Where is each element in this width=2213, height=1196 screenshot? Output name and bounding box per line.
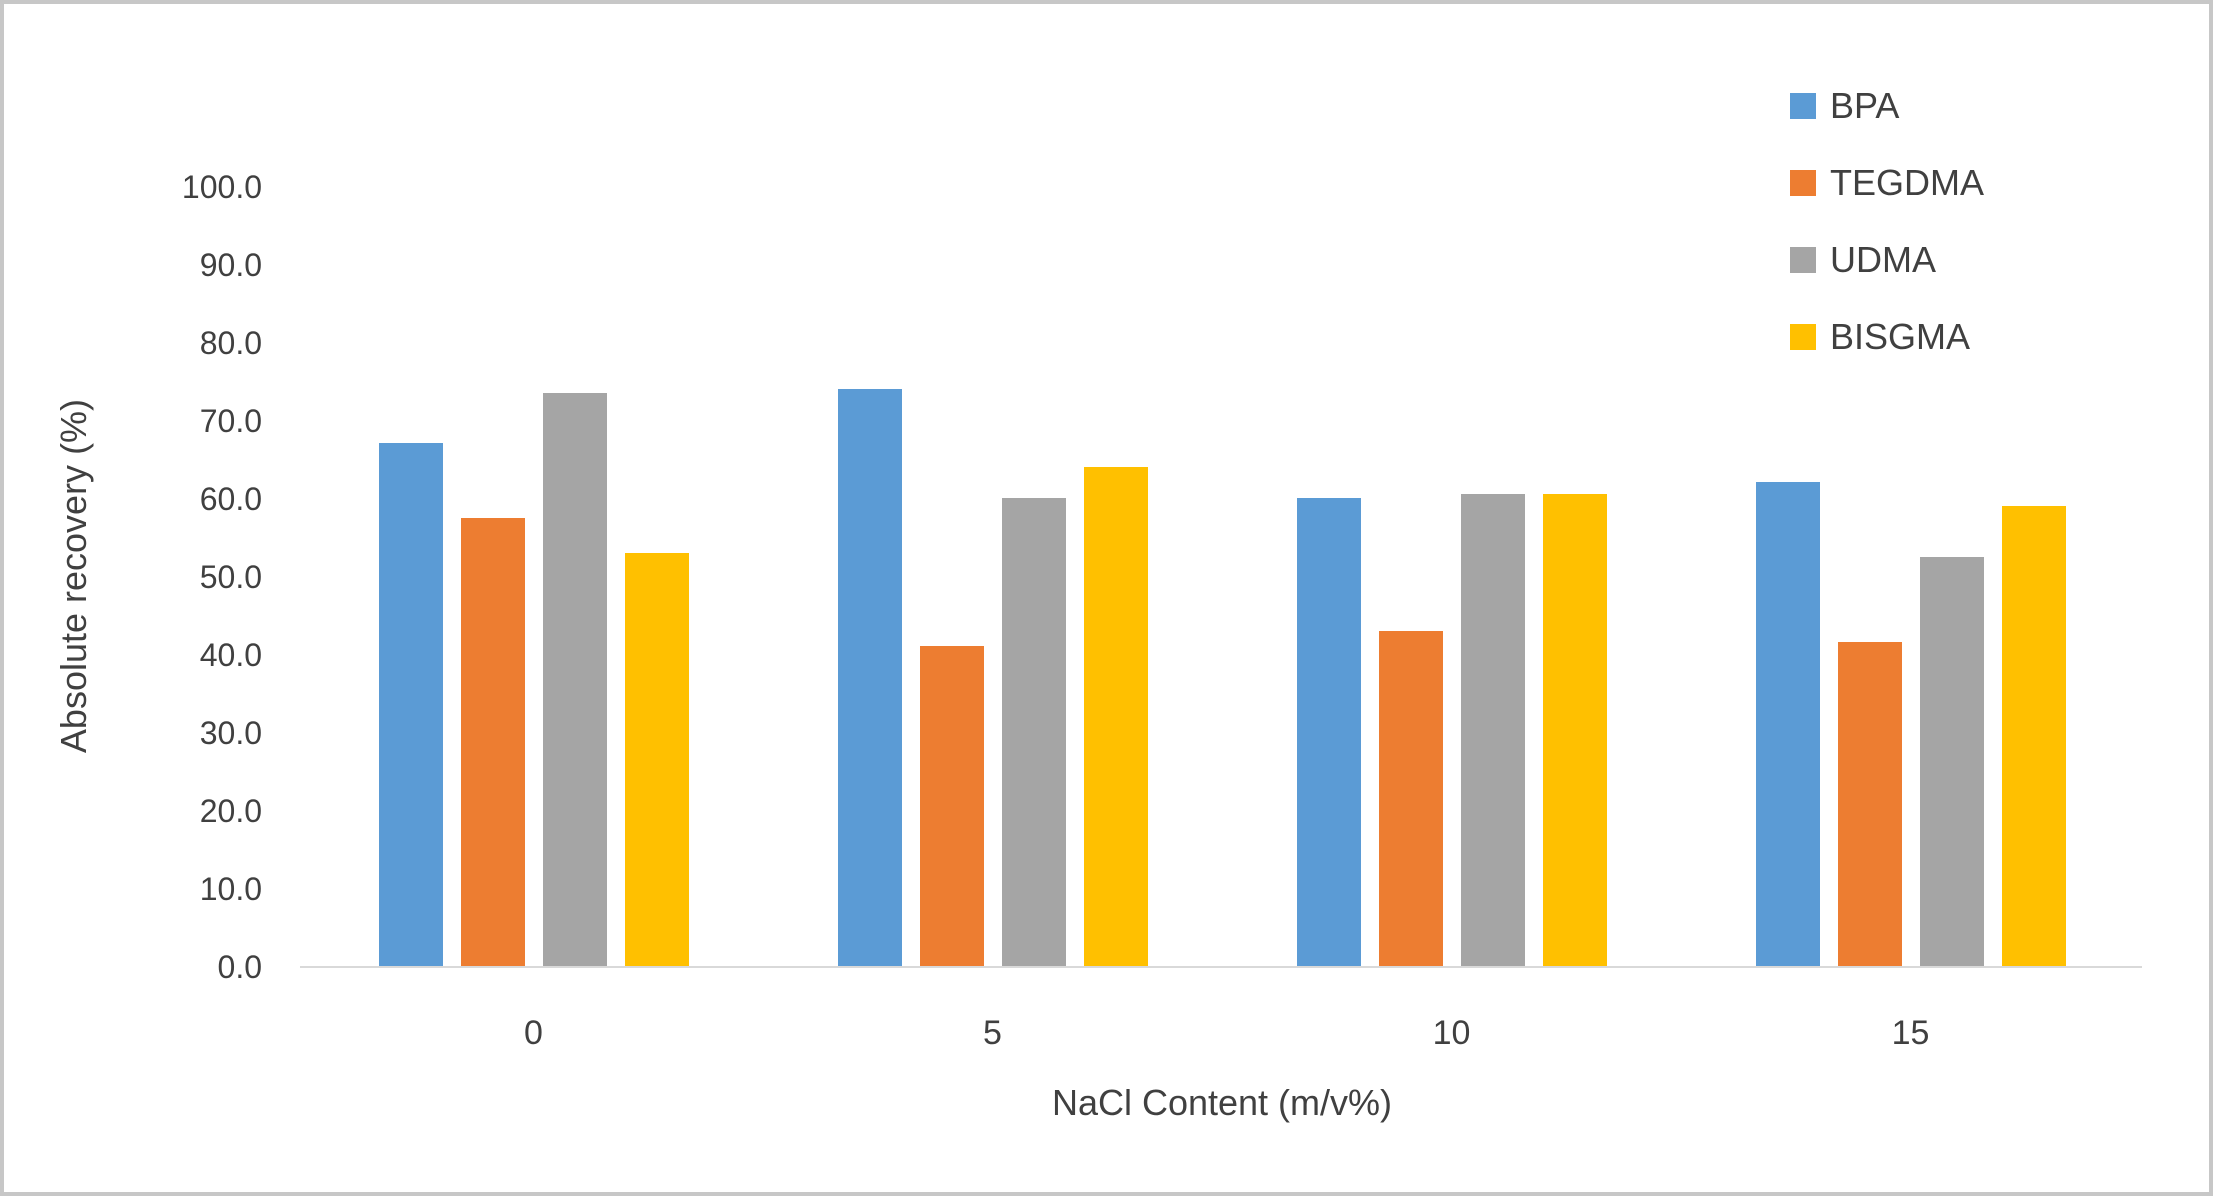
legend-label: BISGMA	[1830, 316, 1971, 357]
bar-TEGDMA-10	[1378, 630, 1443, 966]
y-tick-label: 80.0	[199, 325, 262, 361]
y-tick-label: 50.0	[199, 559, 262, 595]
bar-TEGDMA-15	[1837, 642, 1902, 966]
bar-UDMA-0	[542, 392, 607, 966]
x-axis-line	[300, 966, 2142, 968]
legend-label: BPA	[1830, 85, 1900, 126]
bar-BPA-10	[1296, 498, 1361, 966]
bar-BPA-0	[378, 443, 443, 966]
y-tick-label: 30.0	[199, 715, 262, 751]
legend-label: TEGDMA	[1830, 162, 1985, 203]
bar-BISGMA-10	[1542, 494, 1607, 966]
y-tick-label: 40.0	[199, 637, 262, 673]
y-tick-label: 0.0	[217, 949, 262, 985]
x-category-label: 15	[1891, 1014, 1930, 1052]
legend-label: UDMA	[1830, 239, 1936, 280]
bar-BISGMA-0	[624, 552, 689, 966]
y-tick-label: 10.0	[199, 871, 262, 907]
bar-TEGDMA-5	[919, 646, 984, 966]
legend-swatch-icon	[1790, 324, 1816, 350]
bar-UDMA-15	[1919, 556, 1984, 966]
legend-swatch-icon	[1790, 93, 1816, 119]
y-tick-label: 90.0	[199, 247, 262, 283]
legend-item-BISGMA: BISGMA	[1790, 316, 1971, 357]
legend-item-BPA: BPA	[1790, 85, 1900, 126]
y-tick-label: 20.0	[199, 793, 262, 829]
y-tick-label: 70.0	[199, 403, 262, 439]
bar-BISGMA-15	[2001, 505, 2066, 966]
bar-BISGMA-5	[1083, 466, 1148, 966]
y-tick-label: 100.0	[181, 169, 262, 205]
bar-UDMA-5	[1001, 498, 1066, 966]
legend-swatch-icon	[1790, 247, 1816, 273]
legend-swatch-icon	[1790, 170, 1816, 196]
x-axis-title: NaCl Content (m/v%)	[1051, 1082, 1393, 1123]
x-category-label: 10	[1432, 1014, 1471, 1052]
bar-BPA-15	[1755, 482, 1820, 966]
legend-item-UDMA: UDMA	[1790, 239, 1936, 280]
bar-UDMA-10	[1460, 494, 1525, 966]
legend-item-TEGDMA: TEGDMA	[1790, 162, 1985, 203]
x-category-label: 0	[524, 1014, 543, 1052]
bar-BPA-5	[837, 388, 902, 966]
bar-TEGDMA-0	[460, 517, 525, 966]
x-category-label: 5	[983, 1014, 1002, 1052]
y-tick-label: 60.0	[199, 481, 262, 517]
